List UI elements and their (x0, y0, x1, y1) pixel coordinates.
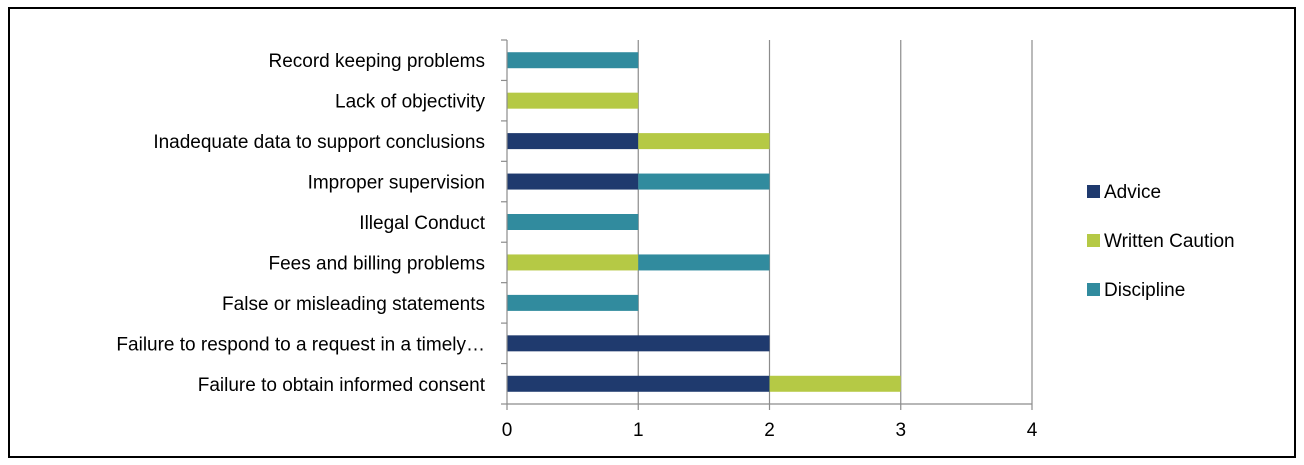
x-tick-label: 0 (502, 420, 513, 441)
bars (507, 52, 901, 392)
category-label: Failure to obtain informed consent (198, 375, 486, 396)
bar-written-caution (507, 254, 639, 271)
tick-labels: 0 1 2 3 4 (502, 420, 1038, 441)
category-label: Record keeping problems (268, 51, 485, 72)
category-label: Fees and billing problems (268, 253, 485, 274)
bar-written-caution (769, 375, 901, 392)
category-label: Inadequate data to support conclusions (153, 132, 485, 153)
legend-label: Discipline (1104, 280, 1185, 301)
legend-swatch-advice (1087, 185, 1100, 198)
category-label: Improper supervision (308, 173, 485, 194)
bar-discipline (507, 52, 639, 69)
category-label: Lack of objectivity (335, 92, 485, 113)
axes (501, 39, 1033, 410)
bar-advice (507, 133, 639, 150)
x-tick-label: 4 (1027, 420, 1038, 441)
x-tick-label: 1 (633, 420, 644, 441)
x-tick-label: 3 (895, 420, 906, 441)
category-label: Illegal Conduct (359, 213, 485, 234)
legend: Advice Written Caution Discipline (1087, 182, 1235, 301)
category-labels: Failure to obtain informed consent Failur… (116, 51, 485, 396)
category-label: Failure to respond to a request in a tim… (116, 334, 485, 355)
bar-advice (507, 335, 770, 352)
legend-swatch-discipline (1087, 283, 1100, 296)
legend-swatch-written-caution (1087, 234, 1100, 247)
bar-discipline (638, 254, 770, 271)
bar-advice (507, 375, 770, 392)
category-label: False or misleading statements (222, 294, 485, 315)
legend-label: Advice (1104, 182, 1161, 203)
bar-advice (507, 173, 639, 190)
legend-label: Written Caution (1104, 231, 1235, 252)
bar-discipline (507, 294, 639, 311)
bar-discipline (638, 173, 770, 190)
x-tick-label: 2 (764, 420, 775, 441)
bar-discipline (507, 214, 639, 230)
bar-written-caution (638, 133, 770, 150)
bar-written-caution (507, 92, 639, 109)
